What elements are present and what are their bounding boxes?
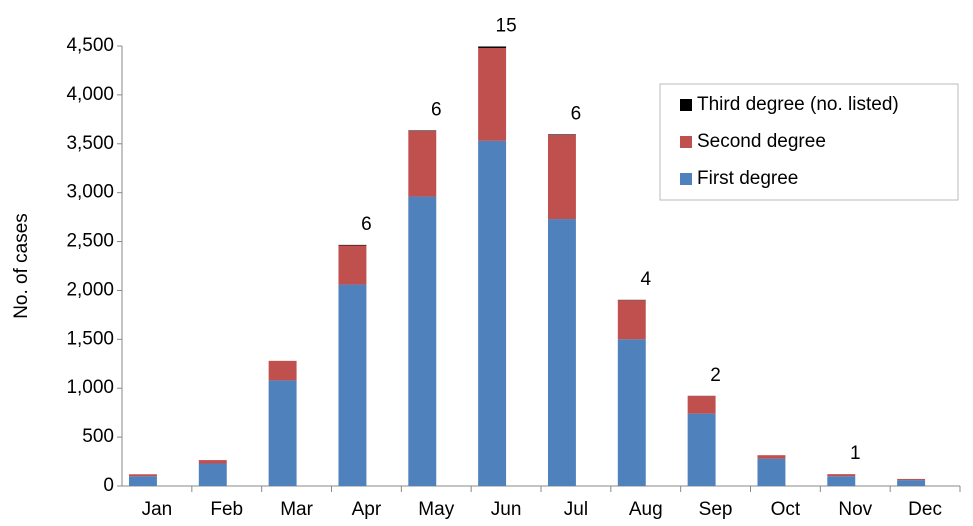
bar-segment <box>547 134 576 220</box>
bar-segment <box>827 476 856 486</box>
y-axis-label: No. of cases <box>11 213 32 319</box>
x-tick-label: Apr <box>352 499 382 520</box>
bar-segment <box>198 463 227 486</box>
bar-segment <box>897 480 926 486</box>
bar-segment <box>547 134 576 135</box>
bar-segment <box>198 460 227 464</box>
bar-segment <box>408 196 437 487</box>
bar-segment <box>268 360 297 381</box>
x-tick-label: Sep <box>699 499 733 520</box>
bar-segment <box>338 245 367 285</box>
x-tick-label: Jan <box>142 499 173 520</box>
legend-label: First degree <box>697 168 798 189</box>
y-tick-label: 0 <box>103 475 114 496</box>
legend-swatch <box>680 99 692 111</box>
y-tick-label: 500 <box>82 426 114 447</box>
bar-segment <box>757 458 786 486</box>
y-tick-label: 3,000 <box>66 182 114 203</box>
bar-segment <box>478 46 507 48</box>
y-tick-label: 2,000 <box>66 279 114 300</box>
y-tick-label: 2,500 <box>66 231 114 252</box>
bar-segment <box>478 47 507 141</box>
x-tick-label: Feb <box>210 499 243 520</box>
y-tick-label: 1,500 <box>66 328 114 349</box>
x-tick-label: Aug <box>629 499 663 520</box>
y-tick-label: 4,500 <box>66 35 114 56</box>
x-tick-label: Nov <box>838 499 872 520</box>
x-tick-label: Dec <box>908 499 942 520</box>
bar-segment <box>408 131 437 197</box>
x-tick-label: Mar <box>280 499 313 520</box>
bar-segment <box>897 478 926 481</box>
legend-box <box>659 83 959 201</box>
data-label: 4 <box>640 269 651 290</box>
bar-segment <box>338 244 367 246</box>
bar-segment <box>478 140 507 486</box>
y-tick-label: 4,000 <box>66 84 114 105</box>
bar-segment <box>687 396 716 414</box>
legend-swatch <box>680 173 692 185</box>
data-label: 6 <box>361 214 372 235</box>
bar-segment <box>268 380 297 486</box>
bar-segment <box>547 219 576 487</box>
bar-segment <box>827 474 856 477</box>
data-label: 15 <box>496 16 517 37</box>
bar-segment <box>408 130 437 132</box>
bar-segment <box>338 284 367 486</box>
x-tick-label: Jun <box>491 499 522 520</box>
x-tick-label: Jul <box>564 499 588 520</box>
x-tick-label: Oct <box>771 499 801 520</box>
legend-label: Third degree (no. listed) <box>697 94 899 115</box>
bar-segment <box>128 476 157 486</box>
data-label: 2 <box>710 365 721 386</box>
data-label: 6 <box>431 99 442 120</box>
y-tick-label: 3,500 <box>66 133 114 154</box>
data-label: 6 <box>571 103 582 124</box>
legend-label: Second degree <box>697 131 826 152</box>
bar-segment <box>757 455 786 459</box>
legend-swatch <box>680 136 692 148</box>
bar-segment <box>128 474 157 477</box>
x-tick-label: May <box>418 499 454 520</box>
y-tick-label: 1,000 <box>66 377 114 398</box>
data-label: 1 <box>850 443 861 464</box>
bar-segment <box>617 300 646 340</box>
bar-segment <box>617 339 646 486</box>
bar-segment <box>687 413 716 486</box>
